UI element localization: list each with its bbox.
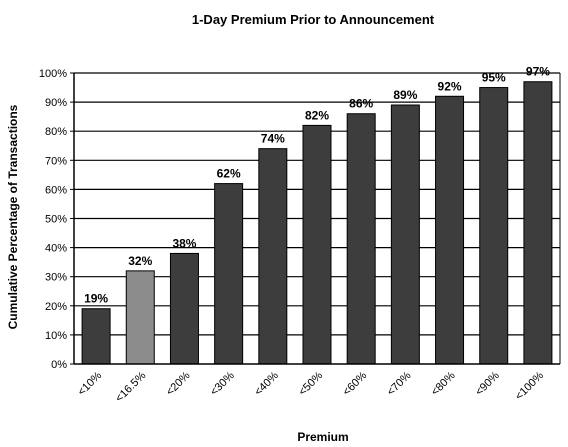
y-axis-label: Cumulative Percentage of Transactions	[6, 104, 20, 329]
y-tick-label: 20%	[45, 301, 67, 313]
bar	[435, 95, 465, 365]
y-axis-ticks: 0% 10% 20% 30% 40% 50% 60% 70% 80% 90% 100%	[39, 68, 74, 371]
bar	[302, 124, 332, 365]
data-label: 86%	[349, 97, 373, 111]
data-label: 38%	[172, 236, 196, 250]
chart-title: 1-Day Premium Prior to Announcement	[192, 12, 435, 27]
x-axis-ticks: <10% <16.5% <20% <30% <40% <50% <60% <70% <80% <9…	[76, 369, 547, 404]
data-label: 82%	[305, 108, 329, 122]
x-axis-label: Premium	[297, 430, 348, 444]
data-label: 95%	[482, 71, 506, 85]
bar	[523, 81, 553, 365]
bar	[125, 270, 155, 365]
x-tick-label: <70%	[385, 369, 414, 398]
bar	[258, 148, 288, 365]
data-label: 89%	[393, 88, 417, 102]
x-tick-label: <40%	[252, 369, 281, 398]
data-label: 32%	[128, 254, 152, 268]
bar	[346, 113, 376, 365]
axes	[73, 73, 561, 365]
y-tick-label: 80%	[45, 126, 67, 138]
data-labels: 19% 32% 38% 62% 74% 82% 86% 89% 92% 95% 97%	[84, 65, 550, 306]
y-tick-label: 0%	[51, 359, 67, 371]
y-tick-label: 100%	[39, 68, 67, 80]
bar	[169, 252, 199, 365]
y-tick-label: 90%	[45, 97, 67, 109]
data-label: 74%	[261, 132, 285, 146]
y-tick-label: 10%	[45, 330, 67, 342]
y-tick-label: 30%	[45, 272, 67, 284]
x-tick-label: <30%	[208, 369, 237, 398]
data-label: 19%	[84, 292, 108, 306]
x-tick-label: <16.5%	[113, 369, 148, 404]
y-tick-label: 50%	[45, 214, 67, 226]
data-label: 62%	[217, 167, 241, 181]
x-tick-label: <80%	[429, 369, 458, 398]
y-tick-label: 40%	[45, 243, 67, 255]
x-tick-label: <10%	[76, 369, 105, 398]
y-tick-label: 70%	[45, 155, 67, 167]
x-tick-label: <50%	[297, 369, 326, 398]
bar	[390, 104, 420, 365]
bar	[81, 308, 111, 365]
bar	[214, 183, 244, 365]
bar	[479, 87, 509, 365]
x-tick-label: <90%	[473, 369, 502, 398]
data-label: 97%	[526, 65, 550, 79]
data-label: 92%	[438, 79, 462, 93]
x-tick-label: <20%	[164, 369, 193, 398]
x-tick-label: <100%	[513, 369, 546, 402]
y-tick-label: 60%	[45, 184, 67, 196]
bars	[81, 81, 553, 365]
x-tick-label: <60%	[341, 369, 370, 398]
